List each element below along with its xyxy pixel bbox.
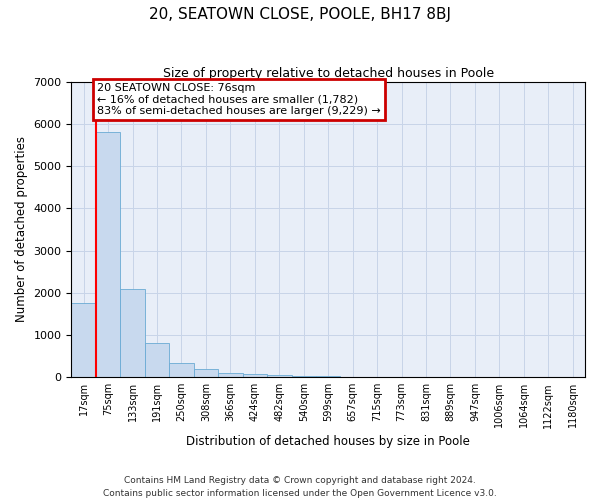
Text: 20, SEATOWN CLOSE, POOLE, BH17 8BJ: 20, SEATOWN CLOSE, POOLE, BH17 8BJ — [149, 8, 451, 22]
Bar — [96, 132, 121, 377]
Bar — [194, 370, 218, 377]
Bar — [340, 376, 365, 377]
Title: Size of property relative to detached houses in Poole: Size of property relative to detached ho… — [163, 68, 494, 80]
Bar — [316, 376, 340, 377]
Bar — [292, 376, 316, 377]
Bar — [218, 373, 242, 377]
Bar — [267, 375, 292, 377]
Bar — [145, 344, 169, 377]
Y-axis label: Number of detached properties: Number of detached properties — [15, 136, 28, 322]
X-axis label: Distribution of detached houses by size in Poole: Distribution of detached houses by size … — [186, 434, 470, 448]
Bar — [71, 304, 96, 377]
Text: Contains HM Land Registry data © Crown copyright and database right 2024.
Contai: Contains HM Land Registry data © Crown c… — [103, 476, 497, 498]
Bar — [169, 363, 194, 377]
Bar — [242, 374, 267, 377]
Bar — [121, 290, 145, 377]
Text: 20 SEATOWN CLOSE: 76sqm
← 16% of detached houses are smaller (1,782)
83% of semi: 20 SEATOWN CLOSE: 76sqm ← 16% of detache… — [97, 83, 381, 116]
